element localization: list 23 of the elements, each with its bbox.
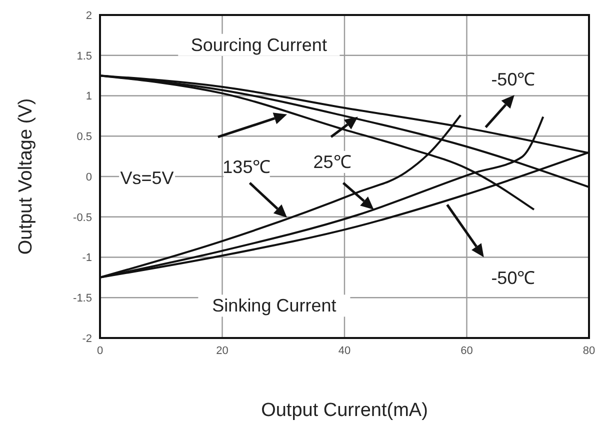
y-tick-label: -1: [82, 252, 92, 264]
y-tick-label: 1.5: [76, 50, 92, 62]
x-tick-label: 0: [96, 344, 104, 357]
y-tick-label: 0: [86, 171, 92, 184]
y-tick-label: -2: [82, 332, 92, 345]
annotation: 25℃: [313, 152, 352, 172]
annotation: Vs=5V: [120, 168, 174, 188]
y-tick-label: 2: [86, 10, 92, 22]
y-tick-label: 0.5: [76, 131, 92, 144]
x-tick-label: 80: [582, 344, 596, 357]
y-tick-label: -1.5: [73, 292, 92, 305]
annotation: Sourcing Current: [190, 34, 327, 55]
y-tick-label: -0.5: [73, 212, 92, 224]
annotation: Sinking Current: [212, 296, 336, 316]
annotation: -50℃: [491, 70, 536, 90]
annotation: -50℃: [491, 268, 536, 288]
x-tick-label: 40: [338, 344, 351, 357]
y-tick-label: 1: [86, 90, 92, 103]
x-tick-label: 60: [460, 344, 473, 357]
x-axis-title: Output Current(mA): [261, 400, 428, 421]
y-axis-title: Output Voltage (V): [16, 98, 36, 255]
annotation: 135℃: [222, 156, 271, 177]
x-tick-label: 20: [216, 344, 228, 357]
